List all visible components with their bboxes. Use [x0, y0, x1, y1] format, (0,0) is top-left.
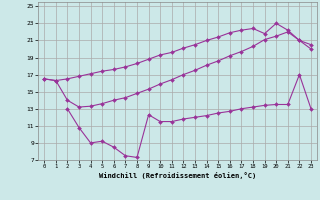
X-axis label: Windchill (Refroidissement éolien,°C): Windchill (Refroidissement éolien,°C) — [99, 172, 256, 179]
